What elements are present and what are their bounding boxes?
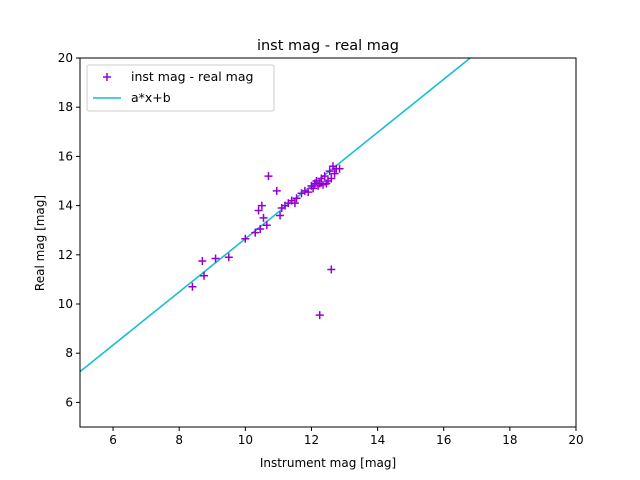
data-point [241, 234, 250, 243]
data-point [304, 188, 313, 197]
x-tick-label: 16 [436, 433, 451, 447]
plot-frame [79, 57, 577, 428]
y-tick-label: 16 [58, 149, 73, 163]
data-point [259, 213, 268, 222]
x-tick-label: 14 [370, 433, 385, 447]
data-point [290, 199, 299, 208]
data-point [251, 228, 260, 237]
y-axis: 6 8 10 12 14 16 18 20 [58, 51, 80, 409]
y-tick-label: 10 [58, 297, 73, 311]
x-tick-label: 12 [304, 433, 319, 447]
data-point [327, 174, 336, 183]
y-tick-label: 20 [58, 51, 73, 65]
y-tick-label: 14 [58, 199, 73, 213]
data-point [224, 253, 233, 262]
data-point [211, 254, 220, 263]
data-point [276, 211, 285, 220]
data-point [198, 256, 207, 265]
data-point [200, 271, 208, 280]
data-point [254, 206, 263, 215]
legend-box [86, 64, 275, 112]
data-point [188, 282, 197, 291]
x-tick-label: 20 [568, 433, 583, 447]
legend: inst mag - real mag a*x+b [86, 64, 275, 112]
data-point [320, 172, 329, 181]
legend-label-scatter: inst mag - real mag [131, 69, 253, 84]
data-point [272, 186, 281, 195]
y-tick-label: 18 [58, 100, 73, 114]
x-tick-label: 18 [502, 433, 517, 447]
data-point [292, 194, 301, 203]
chart-title: inst mag - real mag [257, 38, 399, 54]
x-axis-label: Instrument mag [mag] [260, 456, 396, 470]
data-point [262, 221, 271, 230]
data-point [309, 184, 318, 193]
x-tick-label: 8 [175, 433, 183, 447]
fit-line [80, 58, 471, 373]
y-axis-label: Real mag [mag] [33, 195, 47, 291]
y-tick-label: 12 [58, 248, 73, 262]
data-point [335, 164, 344, 173]
x-axis: 6 8 10 12 14 16 18 20 [109, 427, 584, 447]
data-point [256, 224, 265, 233]
y-tick-label: 6 [65, 395, 73, 409]
y-tick-label: 8 [65, 346, 73, 360]
data-point [264, 172, 273, 181]
data-point [257, 201, 266, 210]
x-tick-label: 10 [238, 433, 253, 447]
x-tick-label: 6 [109, 433, 117, 447]
data-point [325, 167, 334, 176]
legend-marker-scatter [103, 73, 111, 81]
data-point [330, 169, 339, 178]
legend-label-line: a*x+b [131, 90, 171, 105]
plot-area [79, 57, 577, 428]
data-point [315, 311, 324, 320]
data-point [327, 265, 336, 274]
